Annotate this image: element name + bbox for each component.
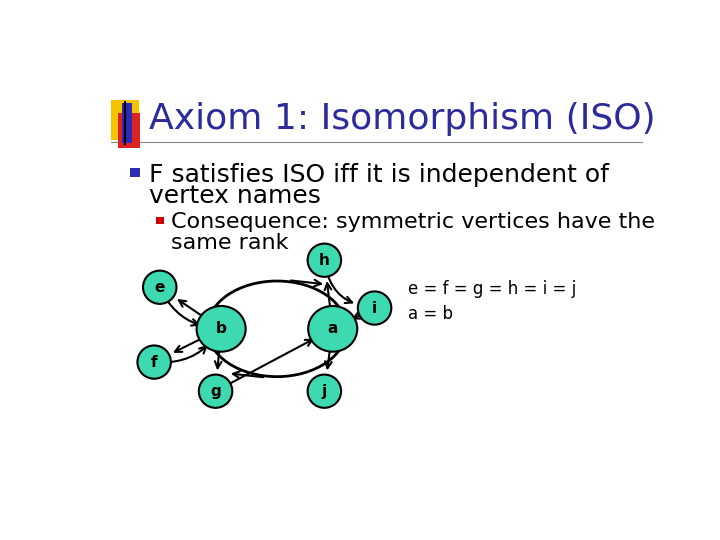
Ellipse shape [199, 375, 233, 408]
FancyBboxPatch shape [156, 217, 163, 224]
Text: vertex names: vertex names [148, 184, 320, 208]
FancyBboxPatch shape [130, 168, 140, 177]
FancyBboxPatch shape [111, 100, 139, 140]
FancyBboxPatch shape [122, 104, 132, 143]
Ellipse shape [307, 375, 341, 408]
Text: b: b [216, 321, 227, 336]
Text: a = b: a = b [408, 305, 453, 323]
Ellipse shape [358, 292, 392, 325]
Text: f: f [151, 355, 158, 369]
Text: g: g [210, 384, 221, 399]
Ellipse shape [197, 306, 246, 352]
Text: Consequence: symmetric vertices have the: Consequence: symmetric vertices have the [171, 212, 655, 232]
Ellipse shape [143, 271, 176, 304]
Ellipse shape [138, 346, 171, 379]
Text: a: a [328, 321, 338, 336]
Ellipse shape [308, 306, 357, 352]
Text: e = f = g = h = i = j: e = f = g = h = i = j [408, 280, 576, 298]
Ellipse shape [307, 244, 341, 277]
FancyBboxPatch shape [118, 113, 140, 148]
Text: e: e [155, 280, 165, 295]
Text: same rank: same rank [171, 233, 289, 253]
Text: h: h [319, 253, 330, 268]
Text: i: i [372, 301, 377, 315]
Text: F satisfies ISO iff it is independent of: F satisfies ISO iff it is independent of [148, 163, 608, 187]
Text: Axiom 1: Isomorphism (ISO): Axiom 1: Isomorphism (ISO) [148, 102, 655, 136]
Text: j: j [322, 384, 327, 399]
